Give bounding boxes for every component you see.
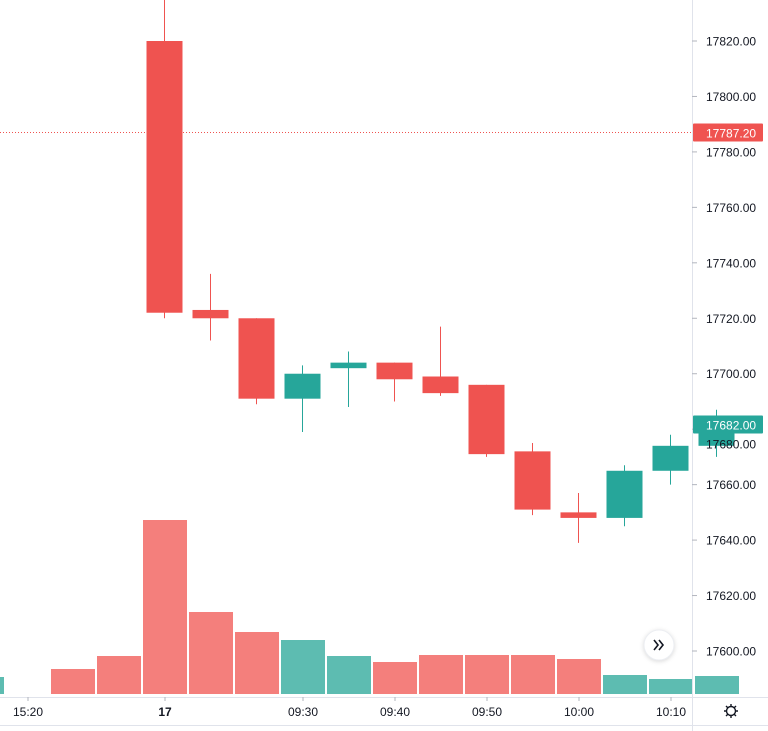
candle-body	[560, 512, 597, 518]
y-tick-label: 17600.00	[706, 645, 756, 659]
price-label-bg	[693, 123, 763, 142]
candle	[606, 465, 643, 527]
candle-body	[606, 470, 643, 518]
x-tick-label: 17	[158, 705, 172, 719]
candle-body	[514, 451, 551, 510]
candle-series	[146, 0, 735, 543]
volume-bar	[419, 655, 463, 694]
candle	[192, 273, 229, 341]
candle	[514, 443, 551, 516]
x-tick-label: 15:20	[13, 705, 43, 719]
volume-bar	[465, 655, 509, 694]
y-tick-label: 17680.00	[706, 438, 756, 452]
candle	[652, 434, 689, 485]
volume-bar	[327, 656, 371, 694]
volume-bar	[143, 520, 187, 694]
price-labels: 17787.20 17682.00	[693, 123, 763, 434]
price-axis[interactable]: 17820.00 17800.00 17780.00 17760.00 17740.00…	[692, 35, 756, 659]
volume-bar	[373, 662, 417, 694]
candle-body	[284, 373, 321, 399]
price-label-bg	[693, 415, 763, 434]
volume-bar	[281, 640, 325, 694]
candle-body	[468, 384, 505, 455]
candle-body	[192, 309, 229, 319]
volume-bar	[0, 677, 4, 694]
y-tick-label: 17660.00	[706, 478, 756, 492]
x-tick-label: 10:10	[656, 705, 686, 719]
candle	[238, 318, 275, 405]
candle	[376, 362, 413, 402]
candle-body	[330, 362, 367, 369]
volume-bar	[603, 675, 647, 694]
y-tick-label: 17700.00	[706, 367, 756, 381]
candle	[284, 365, 321, 432]
y-tick-label: 17640.00	[706, 534, 756, 548]
y-tick-label: 17800.00	[706, 90, 756, 104]
volume-bar	[649, 679, 693, 694]
x-tick-label: 10:00	[564, 705, 594, 719]
volume-bar	[97, 656, 141, 694]
volume-bar	[51, 669, 95, 694]
candle	[422, 326, 459, 396]
volume-series	[0, 520, 739, 694]
volume-bar	[235, 632, 279, 694]
x-tick-label: 09:50	[472, 705, 502, 719]
volume-bar	[189, 612, 233, 694]
x-tick-label: 09:30	[288, 705, 318, 719]
y-tick-label: 17740.00	[706, 256, 756, 270]
y-tick-label: 17780.00	[706, 145, 756, 159]
candle-body	[422, 376, 459, 394]
candle-body	[238, 318, 275, 399]
candle-body	[146, 41, 183, 313]
candle	[330, 351, 367, 407]
double-chevron-right-icon	[653, 639, 665, 651]
candle	[146, 0, 183, 319]
y-tick-label: 17820.00	[706, 35, 756, 49]
candle-body	[652, 445, 689, 471]
candle	[468, 384, 505, 457]
gear-icon[interactable]	[724, 704, 738, 718]
price-label: 17682.00	[706, 419, 756, 433]
price-label: 17787.20	[706, 127, 756, 141]
y-tick-label: 17760.00	[706, 201, 756, 215]
scroll-to-realtime-button[interactable]	[643, 629, 675, 661]
candle	[560, 492, 597, 543]
candle-body	[376, 362, 413, 380]
volume-bar	[557, 659, 601, 694]
time-axis[interactable]: 15:20 17 09:30 09:40 09:50 10:00 10:10	[13, 697, 686, 719]
volume-bar	[511, 655, 555, 694]
volume-bar	[695, 676, 739, 694]
x-tick-label: 09:40	[380, 705, 410, 719]
y-tick-label: 17720.00	[706, 312, 756, 326]
y-tick-label: 17620.00	[706, 589, 756, 603]
